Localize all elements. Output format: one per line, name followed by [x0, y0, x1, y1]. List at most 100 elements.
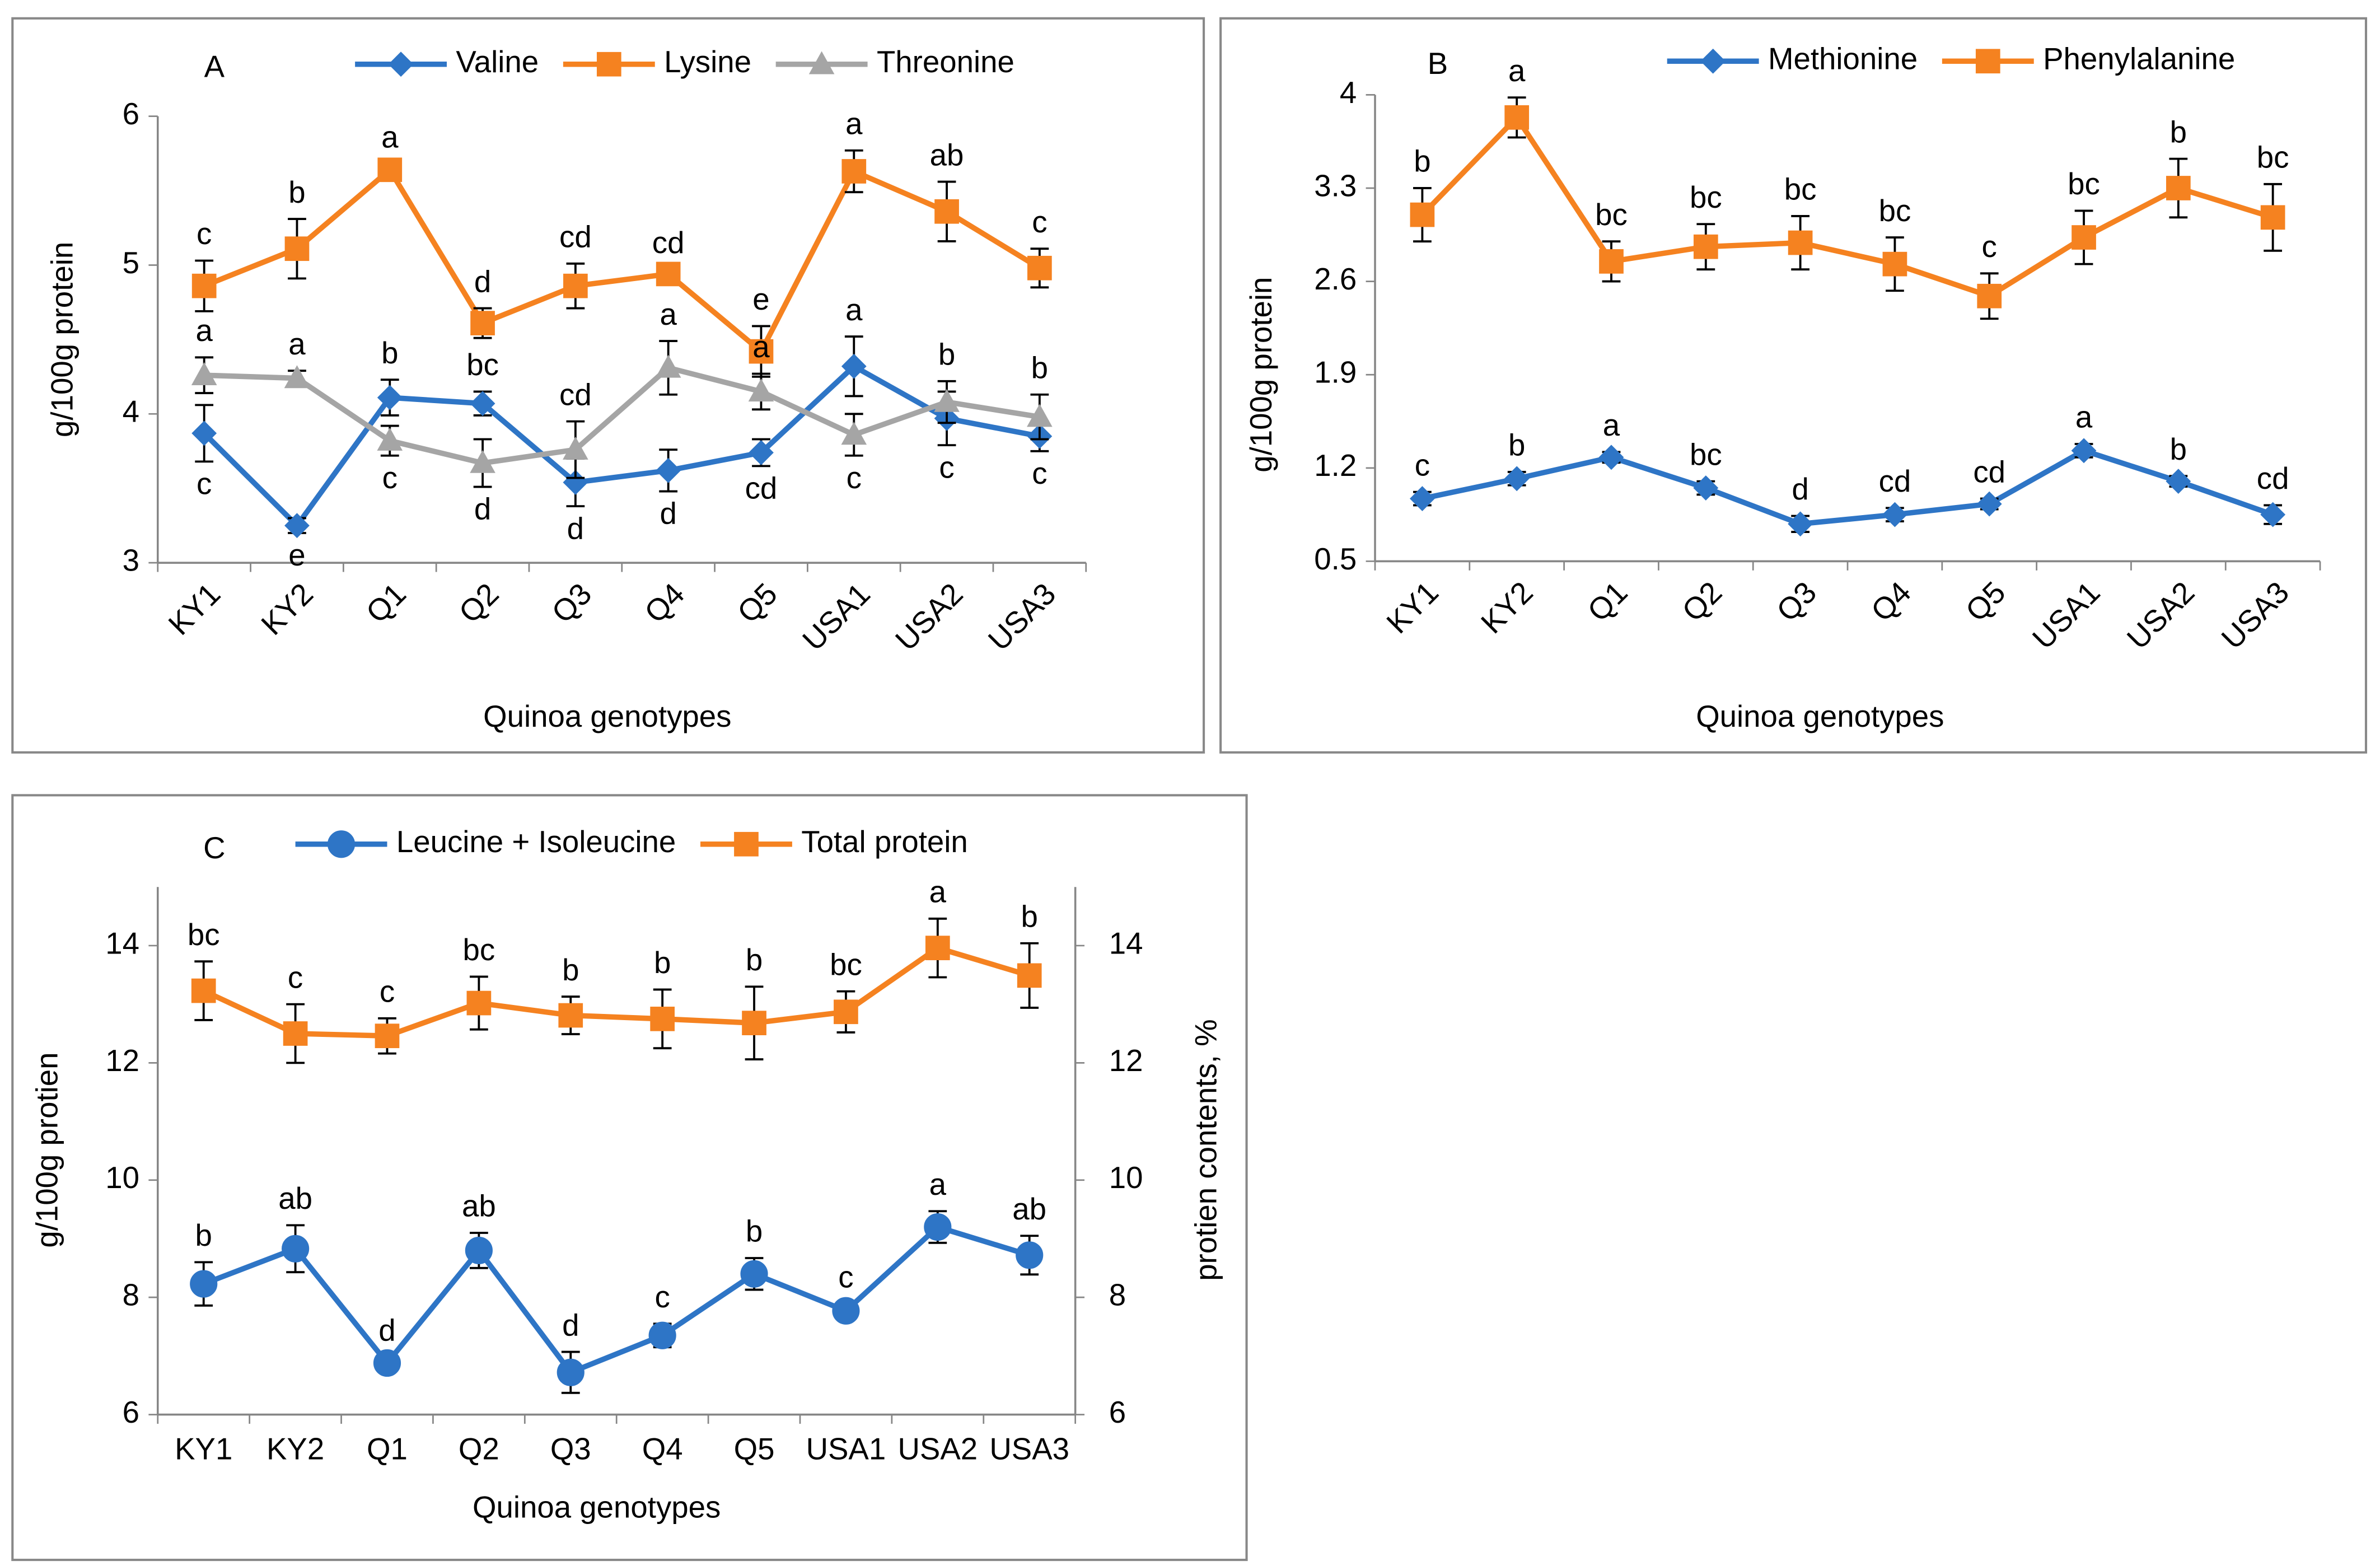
- legend-marker: [1700, 48, 1726, 74]
- marker: [925, 936, 950, 960]
- marker: [284, 513, 310, 539]
- significance-letter: cd: [559, 377, 592, 412]
- significance-letter: d: [660, 497, 676, 531]
- significance-letter: d: [567, 511, 584, 545]
- significance-letter: d: [562, 1308, 579, 1342]
- marker: [465, 1236, 493, 1264]
- significance-letter: e: [752, 282, 769, 316]
- marker: [375, 1023, 400, 1049]
- significance-letter: cd: [1973, 455, 2005, 489]
- series-line: [202, 945, 1031, 1039]
- significance-letter: a: [929, 875, 947, 909]
- y-tick-label: 5: [123, 246, 139, 280]
- marker: [191, 273, 217, 298]
- marker: [470, 311, 495, 335]
- significance-letter: a: [845, 106, 863, 141]
- marker: [841, 353, 867, 379]
- significance-letter: b: [288, 175, 305, 209]
- legend-label: Threonine: [877, 45, 1014, 79]
- marker: [655, 354, 681, 378]
- panel-frame: [11, 794, 1248, 1562]
- series-line: [203, 1224, 1031, 1376]
- x-tick-label: Q5: [1959, 575, 2012, 628]
- marker: [1788, 511, 1813, 537]
- marker: [1882, 502, 1907, 527]
- marker: [648, 1321, 676, 1349]
- y-axis-title: g/100g protein: [45, 242, 80, 437]
- significance-letter: c: [1032, 456, 1047, 490]
- marker: [284, 365, 310, 389]
- y-tick-label: 6: [123, 97, 139, 131]
- x-tick-label: USA2: [889, 577, 970, 657]
- legend-marker: [734, 831, 759, 857]
- marker: [282, 1235, 310, 1263]
- legend-label: Valine: [456, 45, 539, 79]
- significance-letter: d: [1792, 472, 1808, 506]
- chart: 6 8 10 12 14 6 8 10 12 14 KY1 KY2 Q1 Q2 Q3 Q4 Q5 USA1 USA2…: [30, 825, 1223, 1524]
- significance-letter: ab: [930, 138, 964, 172]
- significance-letter: a: [1603, 408, 1620, 442]
- legend-label: Total protein: [801, 825, 968, 859]
- marker: [1977, 283, 2002, 308]
- marker: [748, 378, 774, 402]
- significance-letter: b: [195, 1218, 212, 1252]
- significance-letter: d: [378, 1313, 395, 1348]
- marker: [284, 236, 310, 261]
- significance-letter: c: [654, 1280, 670, 1314]
- x-tick-label: Q5: [731, 577, 784, 630]
- y-tick-label: 14: [105, 926, 139, 960]
- significance-letter: cd: [652, 226, 685, 260]
- y-tick-label: 12: [105, 1044, 139, 1078]
- marker: [190, 1270, 218, 1298]
- significance-letter: b: [381, 336, 398, 370]
- y-tick-label: 4: [1340, 76, 1357, 110]
- x-tick-label: Q1: [367, 1432, 408, 1466]
- marker: [841, 159, 867, 184]
- marker: [563, 436, 588, 460]
- significance-letter: a: [752, 330, 770, 364]
- significance-letter: bc: [1690, 437, 1722, 471]
- x-tick-label: USA2: [897, 1432, 978, 1466]
- marker: [749, 440, 774, 465]
- x-tick-label: Q2: [459, 1432, 499, 1466]
- significance-letter: c: [380, 974, 395, 1008]
- significance-letter: bc: [1879, 194, 1911, 228]
- significance-letter: a: [929, 1167, 947, 1202]
- marker: [2072, 225, 2096, 250]
- marker: [191, 362, 217, 385]
- marker: [1976, 491, 2002, 517]
- significance-letter: bc: [2257, 141, 2289, 175]
- significance-letter: a: [845, 293, 863, 327]
- panel-label: A: [204, 49, 225, 83]
- y-axis-title: g/100g protein: [1244, 277, 1278, 473]
- x-tick-label: KY1: [175, 1432, 232, 1466]
- x-tick-label: USA2: [2120, 575, 2201, 656]
- legend-marker: [596, 52, 621, 77]
- significance-letter: bc: [188, 918, 220, 952]
- significance-letter: a: [2075, 400, 2093, 434]
- x-tick-label: Q4: [638, 577, 691, 630]
- x-tick-label: Q3: [550, 1432, 591, 1466]
- panel-frame: [1219, 17, 2368, 754]
- significance-letter: a: [1508, 54, 1526, 88]
- marker: [1693, 234, 1718, 259]
- y2-tick-label: 14: [1109, 926, 1143, 960]
- legend-marker: [808, 51, 835, 74]
- significance-letter: cd: [2257, 461, 2289, 495]
- marker: [2166, 469, 2191, 494]
- significance-letter: bc: [1784, 172, 1817, 207]
- marker: [832, 1297, 860, 1325]
- significance-letter: a: [381, 120, 399, 154]
- significance-letter: a: [288, 327, 306, 361]
- x-tick-label: KY1: [1380, 575, 1445, 640]
- marker: [377, 427, 403, 451]
- chart: 3 4 5 6 KY1 KY2 Q1 Q2 Q3 Q4 Q5 USA1 USA2 USA3 A Quinoa …: [45, 45, 1087, 733]
- significance-letter: cd: [559, 220, 592, 254]
- significance-letter: c: [288, 960, 303, 994]
- marker: [466, 990, 492, 1016]
- significance-letter: c: [838, 1260, 853, 1294]
- marker: [656, 457, 681, 483]
- significance-letter: c: [1982, 230, 1997, 264]
- significance-letter: c: [1415, 448, 1430, 482]
